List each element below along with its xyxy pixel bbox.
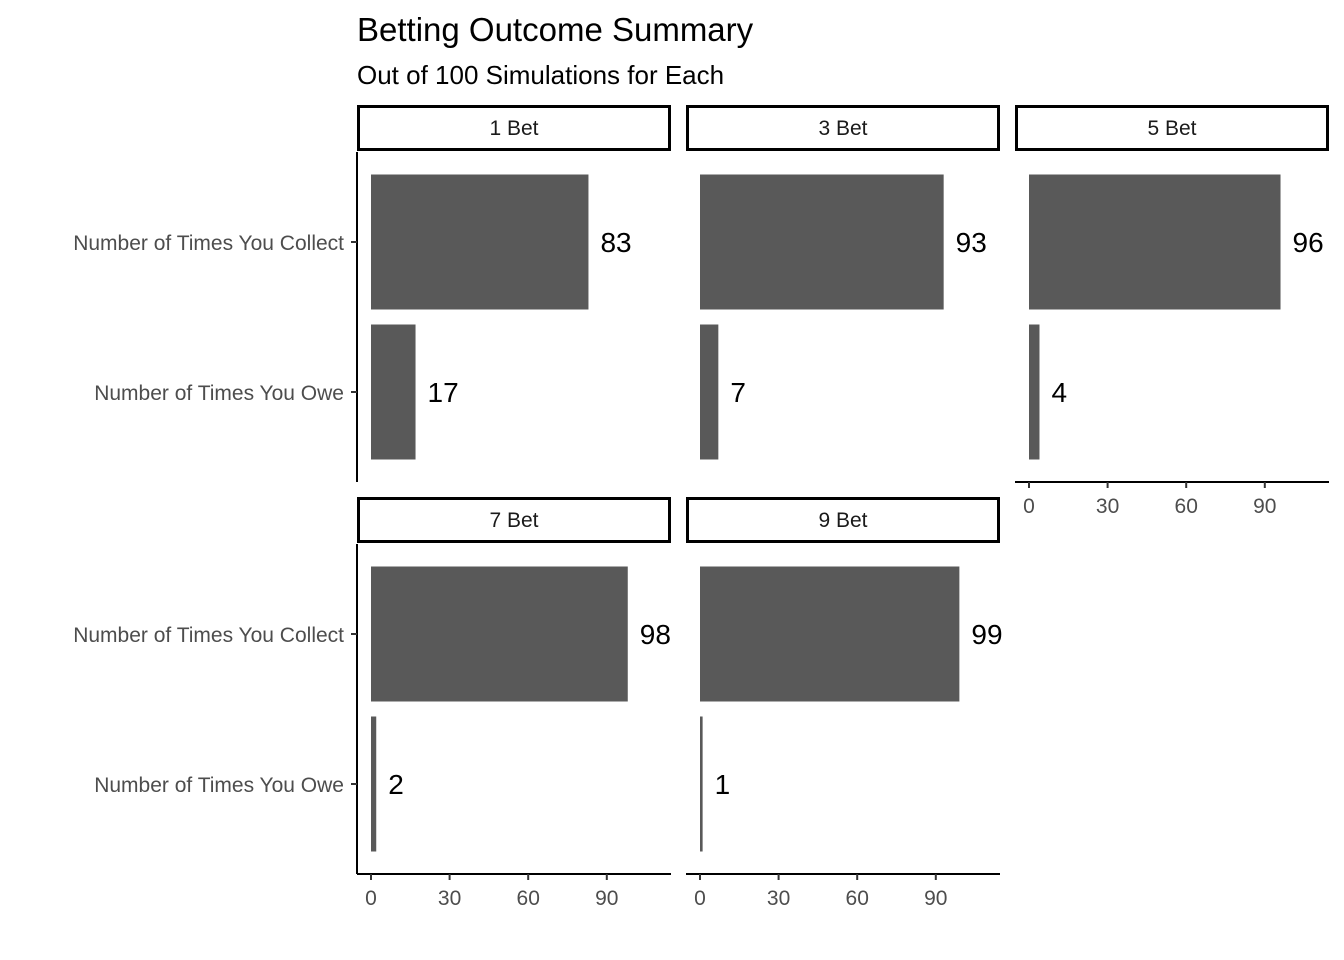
bar-value-label: 98 xyxy=(640,619,671,650)
x-tick-label: 60 xyxy=(1175,495,1198,518)
x-tick-label: 60 xyxy=(517,887,540,910)
y-category-label: Number of Times You Owe xyxy=(94,774,344,797)
y-category-label: Number of Times You Collect xyxy=(73,232,344,255)
x-tick-label: 0 xyxy=(694,887,706,910)
facet-strip-label: 5 Bet xyxy=(1147,117,1196,140)
bar-value-label: 17 xyxy=(428,377,459,408)
facet-panel: 7 Bet 98 2 Number of Times You Collect Numbe… xyxy=(73,497,671,910)
bar xyxy=(371,324,416,460)
facet-panel: 3 Bet 93 7 xyxy=(686,105,1000,460)
y-category-label: Number of Times You Collect xyxy=(73,624,344,647)
bar xyxy=(371,716,377,852)
x-tick-label: 30 xyxy=(438,887,461,910)
x-tick-label: 90 xyxy=(595,887,618,910)
bar-value-label: 93 xyxy=(956,227,987,258)
x-tick-label: 30 xyxy=(1096,495,1119,518)
facet-strip-label: 1 Bet xyxy=(489,117,538,140)
x-tick-label: 60 xyxy=(846,887,869,910)
bar xyxy=(371,566,628,702)
facet-strip-label: 7 Bet xyxy=(489,509,538,532)
facet-panel: 9 Bet 99 1 0 30 60 90 xyxy=(686,497,1003,910)
chart-title: Betting Outcome Summary xyxy=(357,11,754,48)
chart-subtitle: Out of 100 Simulations for Each xyxy=(357,60,724,90)
facet-strip-label: 3 Bet xyxy=(818,117,867,140)
bar-value-label: 96 xyxy=(1293,227,1324,258)
bar xyxy=(700,716,703,852)
bar xyxy=(1029,174,1281,310)
x-tick-label: 90 xyxy=(924,887,947,910)
bar-value-label: 4 xyxy=(1051,377,1067,408)
bar xyxy=(371,174,589,310)
facet-strip xyxy=(357,497,671,543)
facet-strip xyxy=(686,105,1000,151)
bar xyxy=(700,566,960,702)
facet-strip-label: 9 Bet xyxy=(818,509,867,532)
x-tick-label: 30 xyxy=(767,887,790,910)
bar xyxy=(700,324,719,460)
facet-strip xyxy=(1015,105,1329,151)
bar-value-label: 99 xyxy=(971,619,1002,650)
bar-value-label: 1 xyxy=(715,769,731,800)
y-category-label: Number of Times You Owe xyxy=(94,382,344,405)
bar-value-label: 2 xyxy=(388,769,404,800)
x-tick-label: 0 xyxy=(1023,495,1035,518)
bar xyxy=(700,174,944,310)
x-tick-label: 0 xyxy=(365,887,377,910)
x-tick-label: 90 xyxy=(1253,495,1276,518)
facet-panel: 5 Bet 96 4 0 30 60 90 xyxy=(1015,105,1329,518)
bar xyxy=(1029,324,1040,460)
facet-panel: 1 Bet 83 17 Number of Times You Collect Numb… xyxy=(73,105,671,482)
facet-strip xyxy=(686,497,1000,543)
facet-strip xyxy=(357,105,671,151)
bar-value-label: 7 xyxy=(730,377,746,408)
bar-value-label: 83 xyxy=(600,227,631,258)
